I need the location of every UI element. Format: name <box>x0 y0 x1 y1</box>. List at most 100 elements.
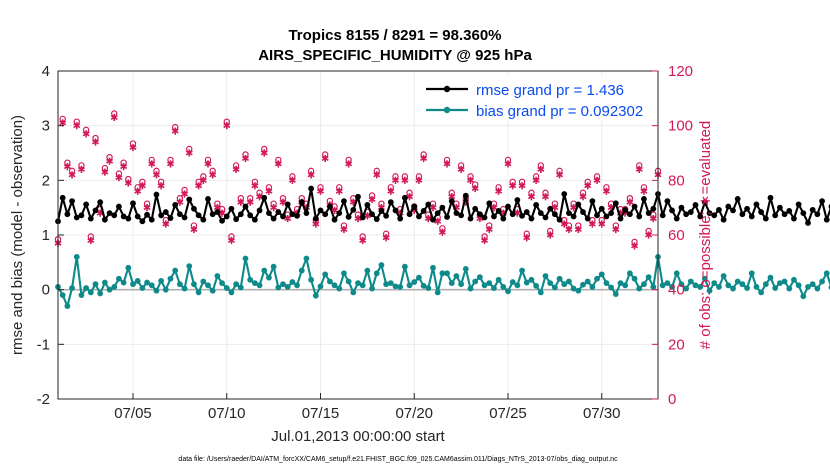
rmse-point <box>303 210 310 217</box>
bias-point <box>472 278 479 285</box>
rmse-point <box>556 216 563 223</box>
rmse-point <box>214 209 221 215</box>
obs-evaluated-marker <box>124 179 132 187</box>
obs-evaluated-marker <box>232 165 240 173</box>
bias-point <box>256 282 263 289</box>
obs-evaluated-marker <box>523 234 531 242</box>
rmse-point <box>641 196 647 202</box>
rmse-point <box>59 194 66 201</box>
bias-point <box>533 282 540 289</box>
obs-evaluated-marker <box>82 130 90 138</box>
rmse-point <box>434 210 441 217</box>
obs-evaluated-marker <box>649 215 657 223</box>
rmse-point <box>725 203 732 210</box>
right-tick-label: 120 <box>668 63 693 80</box>
rmse-point <box>669 207 675 214</box>
obs-evaluated-marker <box>115 174 123 182</box>
bias-point <box>261 267 268 274</box>
rmse-point <box>795 201 802 208</box>
obs-evaluated-marker <box>68 171 76 179</box>
bias-point <box>125 264 132 271</box>
obs-evaluated-marker <box>602 187 610 195</box>
rmse-point <box>153 191 160 198</box>
bias-point <box>491 285 497 291</box>
rmse-point <box>322 211 329 218</box>
rmse-point <box>744 205 750 212</box>
bias-point <box>186 263 193 270</box>
bias-point <box>669 284 675 290</box>
obs-evaluated-marker <box>321 154 329 163</box>
left-axis: -2 -1 0 1 2 3 4 <box>37 63 64 408</box>
rmse-point <box>594 212 600 219</box>
obs-evaluated-marker <box>556 171 564 179</box>
rmse-point <box>387 199 394 206</box>
rmse-point <box>101 216 108 223</box>
rmse-point <box>453 210 460 217</box>
rmse-point <box>134 213 141 220</box>
rmse-point <box>392 207 399 214</box>
obs-evaluated-marker <box>466 176 475 184</box>
rmse-point <box>762 215 769 222</box>
x-tick-label: 07/30 <box>583 405 621 422</box>
rmse-point <box>162 209 169 215</box>
rmse-point <box>373 216 380 223</box>
bias-point <box>791 276 797 283</box>
rmse-point <box>125 215 132 222</box>
bias-point <box>767 274 774 281</box>
rmse-point <box>425 201 432 208</box>
obs-evaluated-marker <box>152 171 160 179</box>
bias-point <box>83 285 90 291</box>
rmse-point <box>284 201 291 208</box>
rmse-point <box>692 202 699 208</box>
bias-point <box>294 282 300 289</box>
bias-point <box>176 281 183 288</box>
rmse-point <box>476 211 483 218</box>
rmse-point <box>664 198 671 205</box>
legend-rmse-marker <box>443 85 451 93</box>
right-tick-label: 100 <box>668 118 693 135</box>
bias-point <box>200 278 207 285</box>
rmse-point <box>467 215 474 222</box>
rmse-point <box>720 216 727 223</box>
legend-box <box>423 76 653 120</box>
obs-evaluated-marker <box>91 138 100 146</box>
bias-series <box>55 253 830 309</box>
obs-evaluated-marker <box>77 165 85 173</box>
obs-evaluated-marker <box>593 176 601 184</box>
bias-point <box>584 278 591 285</box>
obs-evaluated-marker <box>457 165 465 173</box>
bias-point <box>453 273 460 279</box>
bias-point <box>312 292 319 299</box>
rmse-point <box>78 212 85 219</box>
bias-point <box>228 289 235 296</box>
bias-point <box>130 281 136 288</box>
rmse-point <box>158 212 165 219</box>
rmse-point <box>64 211 71 218</box>
rmse-point <box>631 203 638 210</box>
rmse-point <box>542 214 549 221</box>
obs-evaluated-marker <box>73 122 81 130</box>
obs-evaluated-marker <box>504 160 512 168</box>
obs-evaluated-marker <box>143 204 151 212</box>
bias-point <box>608 284 615 291</box>
bias-point <box>411 279 418 285</box>
bias-point <box>134 278 141 284</box>
rmse-point <box>411 203 418 210</box>
rmse-point <box>659 212 666 219</box>
rmse-point <box>444 214 450 220</box>
obs-evaluated-marker <box>401 176 409 184</box>
bias-point <box>270 263 277 270</box>
bias-point <box>289 279 296 285</box>
rmse-point <box>505 203 511 210</box>
rmse-point <box>167 215 174 221</box>
bias-point <box>219 280 225 287</box>
obs-evaluated-marker <box>270 204 278 212</box>
bias-point <box>73 253 80 260</box>
obs-evaluated-marker <box>241 154 250 163</box>
rmse-point <box>294 212 300 219</box>
bias-point <box>209 287 216 294</box>
y-axis-label-left: rmse and bias (model - observation) <box>9 115 26 355</box>
bias-point <box>556 275 563 282</box>
rmse-point <box>280 213 286 220</box>
